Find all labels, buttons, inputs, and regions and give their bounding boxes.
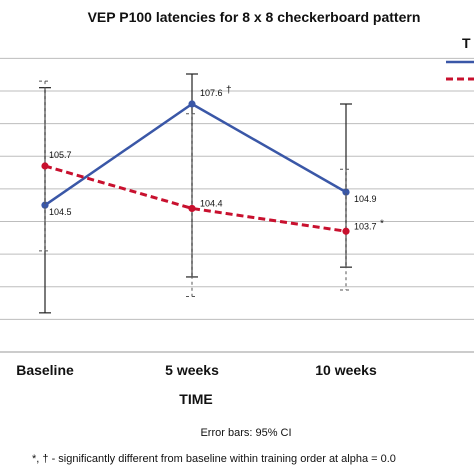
footnote-significance: *, † - significantly different from base… bbox=[32, 453, 396, 465]
series-line bbox=[44, 164, 347, 233]
data-point bbox=[41, 162, 49, 170]
data-point bbox=[41, 201, 49, 209]
category-tick-labels: Baseline 5 weeks 10 weeks bbox=[16, 362, 377, 378]
significance-mark: * bbox=[380, 218, 384, 229]
data-label: 107.6 bbox=[200, 88, 223, 98]
footnote-error-bars: Error bars: 95% CI bbox=[200, 427, 291, 439]
series-layer: 104.5 107.6 † 104.9 105.7 104.4 103.7 * bbox=[39, 73, 384, 314]
data-label: 104.4 bbox=[200, 198, 223, 208]
data-label: 104.5 bbox=[49, 207, 72, 217]
series-1: 104.5 107.6 † 104.9 bbox=[39, 73, 377, 314]
series-line bbox=[44, 102, 347, 207]
series-2: 105.7 104.4 103.7 * bbox=[39, 80, 384, 298]
category-label: 10 weeks bbox=[315, 362, 377, 378]
data-point bbox=[188, 100, 196, 108]
gridlines bbox=[0, 57, 474, 353]
chart-title: VEP P100 latencies for 8 x 8 checkerboar… bbox=[88, 9, 421, 25]
data-point bbox=[342, 188, 350, 196]
data-label: 104.9 bbox=[354, 194, 377, 204]
legend: T bbox=[446, 35, 474, 81]
data-point bbox=[342, 227, 350, 235]
significance-mark: † bbox=[226, 85, 232, 96]
data-label: 103.7 bbox=[354, 221, 377, 231]
category-label: Baseline bbox=[16, 362, 74, 378]
legend-title: T bbox=[462, 35, 471, 51]
x-axis-label: TIME bbox=[179, 391, 212, 407]
data-point bbox=[188, 204, 196, 213]
data-label: 105.7 bbox=[49, 150, 72, 160]
category-label: 5 weeks bbox=[165, 362, 219, 378]
